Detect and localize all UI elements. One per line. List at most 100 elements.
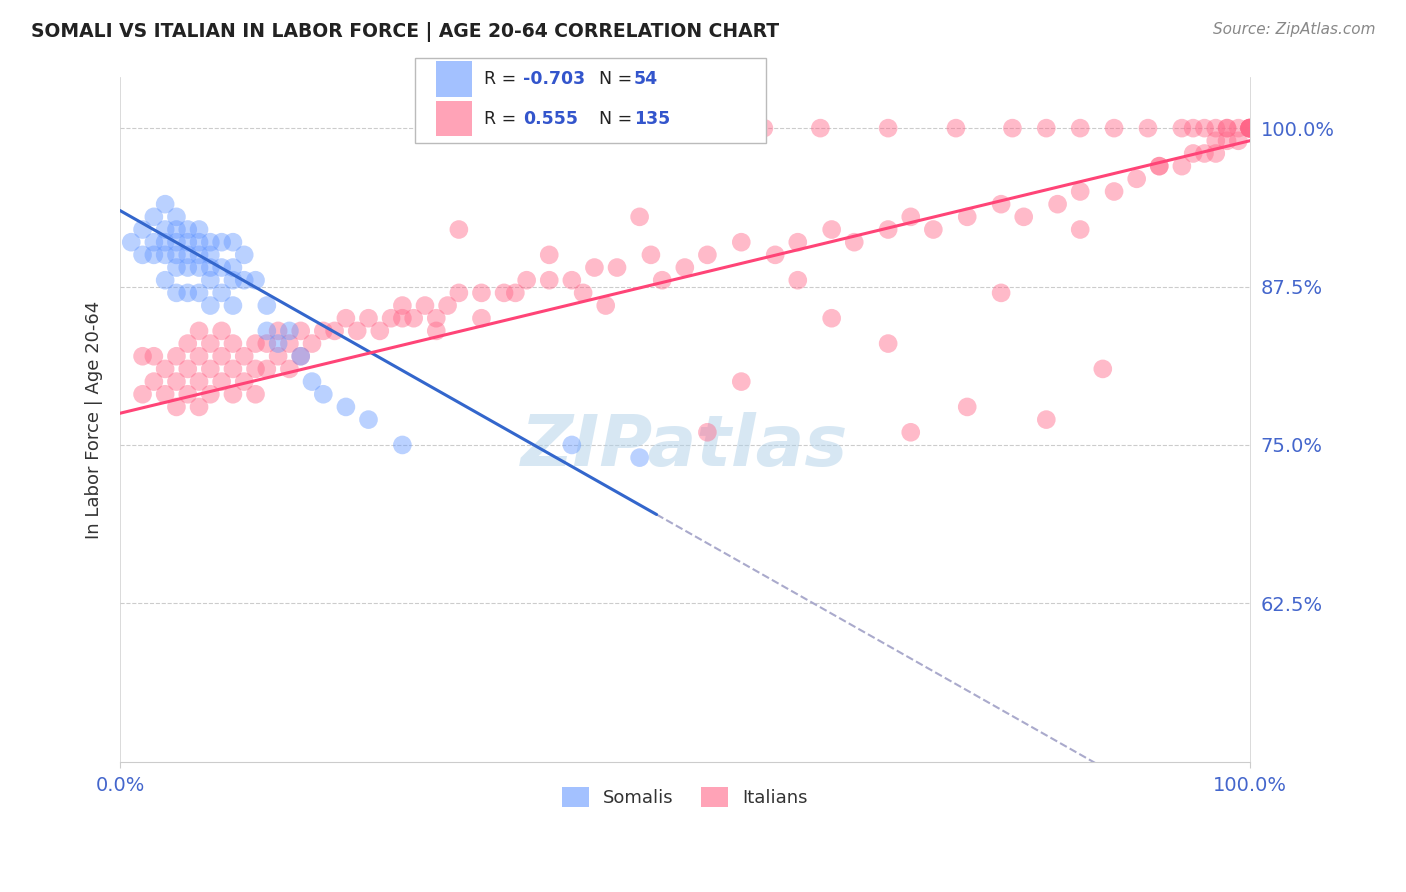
Text: Source: ZipAtlas.com: Source: ZipAtlas.com bbox=[1212, 22, 1375, 37]
Point bbox=[312, 324, 335, 338]
Text: R =: R = bbox=[484, 70, 522, 88]
Point bbox=[821, 311, 844, 326]
Point bbox=[131, 349, 153, 363]
Point bbox=[177, 235, 200, 250]
Point bbox=[550, 121, 572, 136]
Point bbox=[1216, 121, 1239, 136]
Point bbox=[1171, 121, 1194, 136]
Point bbox=[922, 222, 945, 236]
Point bbox=[1227, 134, 1250, 148]
Point bbox=[256, 336, 278, 351]
Point bbox=[142, 349, 165, 363]
Point bbox=[470, 285, 492, 300]
Point bbox=[245, 336, 267, 351]
Point bbox=[222, 387, 245, 401]
Point bbox=[413, 299, 436, 313]
Point bbox=[538, 273, 561, 287]
Point bbox=[312, 387, 335, 401]
Text: ZIPatlas: ZIPatlas bbox=[522, 412, 848, 482]
Point bbox=[1001, 121, 1024, 136]
Point bbox=[256, 362, 278, 376]
Point bbox=[1205, 121, 1227, 136]
Point bbox=[956, 210, 979, 224]
Point bbox=[165, 210, 187, 224]
Point bbox=[278, 362, 301, 376]
Point bbox=[301, 336, 323, 351]
Point bbox=[730, 235, 752, 250]
Point bbox=[131, 248, 153, 262]
Text: N =: N = bbox=[599, 110, 638, 128]
Point bbox=[786, 235, 808, 250]
Point bbox=[1149, 159, 1171, 173]
Point bbox=[200, 273, 222, 287]
Point bbox=[1149, 159, 1171, 173]
Point bbox=[165, 349, 187, 363]
Point bbox=[131, 222, 153, 236]
Point bbox=[153, 387, 176, 401]
Point bbox=[673, 260, 696, 275]
Point bbox=[640, 248, 662, 262]
Point bbox=[188, 285, 211, 300]
Point bbox=[1239, 121, 1261, 136]
Point bbox=[821, 222, 844, 236]
Point bbox=[200, 362, 222, 376]
Point bbox=[142, 375, 165, 389]
Point bbox=[165, 248, 187, 262]
Point bbox=[844, 235, 866, 250]
Point bbox=[256, 299, 278, 313]
Point bbox=[900, 425, 922, 440]
Point bbox=[877, 121, 900, 136]
Point bbox=[786, 273, 808, 287]
Point bbox=[391, 311, 413, 326]
Point bbox=[211, 285, 233, 300]
Point bbox=[267, 349, 290, 363]
Point bbox=[380, 311, 402, 326]
Point bbox=[177, 285, 200, 300]
Point bbox=[200, 299, 222, 313]
Text: 0.555: 0.555 bbox=[523, 110, 578, 128]
Point bbox=[402, 311, 425, 326]
Legend: Somalis, Italians: Somalis, Italians bbox=[554, 780, 815, 814]
Point bbox=[188, 222, 211, 236]
Point bbox=[290, 349, 312, 363]
Point bbox=[651, 273, 673, 287]
Point bbox=[222, 336, 245, 351]
Text: SOMALI VS ITALIAN IN LABOR FORCE | AGE 20-64 CORRELATION CHART: SOMALI VS ITALIAN IN LABOR FORCE | AGE 2… bbox=[31, 22, 779, 42]
Point bbox=[606, 260, 628, 275]
Point bbox=[1216, 121, 1239, 136]
Point bbox=[131, 387, 153, 401]
Point bbox=[1205, 146, 1227, 161]
Point bbox=[956, 400, 979, 414]
Text: -0.703: -0.703 bbox=[523, 70, 585, 88]
Point bbox=[188, 235, 211, 250]
Point bbox=[391, 438, 413, 452]
Point bbox=[1091, 362, 1114, 376]
Point bbox=[538, 248, 561, 262]
Point bbox=[1239, 121, 1261, 136]
Point bbox=[153, 273, 176, 287]
Point bbox=[142, 235, 165, 250]
Point bbox=[245, 362, 267, 376]
Point bbox=[763, 248, 786, 262]
Text: 135: 135 bbox=[634, 110, 671, 128]
Point bbox=[900, 210, 922, 224]
Point bbox=[211, 349, 233, 363]
Point bbox=[153, 248, 176, 262]
Point bbox=[323, 324, 346, 338]
Point bbox=[267, 324, 290, 338]
Point bbox=[177, 387, 200, 401]
Point bbox=[425, 324, 447, 338]
Point bbox=[200, 260, 222, 275]
Point bbox=[346, 324, 368, 338]
Point bbox=[1239, 121, 1261, 136]
Point bbox=[142, 248, 165, 262]
Point bbox=[1125, 171, 1147, 186]
Point bbox=[447, 121, 470, 136]
Point bbox=[200, 235, 222, 250]
Point bbox=[211, 260, 233, 275]
Point bbox=[1205, 134, 1227, 148]
Point bbox=[606, 121, 628, 136]
Point bbox=[335, 311, 357, 326]
Point bbox=[1239, 121, 1261, 136]
Point bbox=[222, 362, 245, 376]
